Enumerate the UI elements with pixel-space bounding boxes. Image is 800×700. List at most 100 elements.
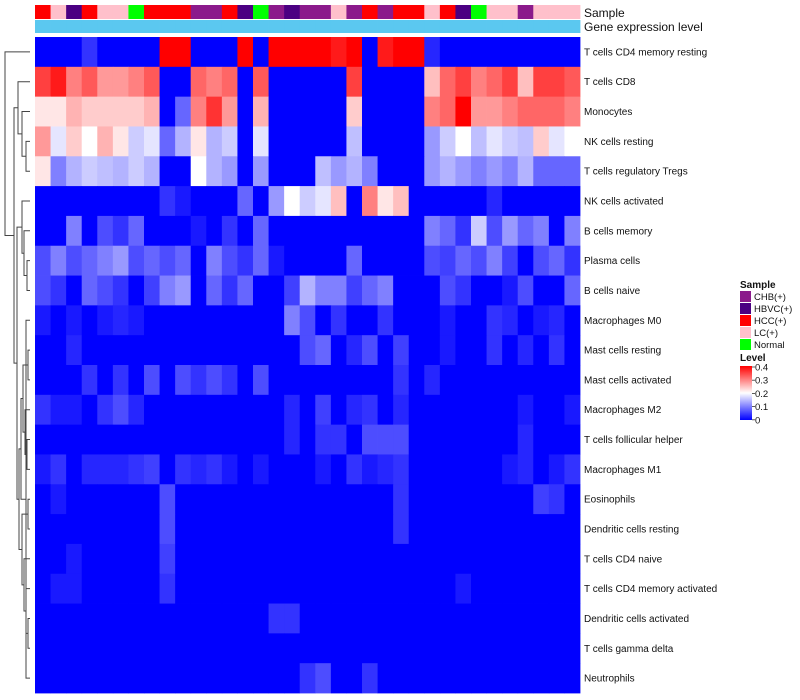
heatmap-cell <box>315 126 332 157</box>
heatmap-cell <box>455 275 472 306</box>
heatmap-cell <box>471 245 487 276</box>
heatmap-cell <box>471 484 487 515</box>
heatmap-cell <box>35 543 51 575</box>
heatmap-cell <box>362 37 378 68</box>
heatmap-cell <box>175 573 192 604</box>
expression-track-cell <box>237 20 254 33</box>
heatmap-cell <box>315 514 332 545</box>
heatmap-cell <box>50 305 67 336</box>
heatmap-cell <box>486 365 503 396</box>
heatmap-cell <box>206 245 223 276</box>
heatmap-cell <box>284 484 301 515</box>
heatmap-cell <box>377 275 394 306</box>
heatmap-cell <box>128 305 145 336</box>
heatmap-cell <box>315 365 332 396</box>
sample-track-cell <box>35 5 51 19</box>
heatmap-cell <box>548 305 565 336</box>
expression-track-cell <box>253 20 269 33</box>
heatmap-cell <box>315 245 332 276</box>
heatmap-cell <box>81 573 98 604</box>
heatmap-cell <box>97 186 114 217</box>
heatmap-cell <box>362 305 378 336</box>
heatmap-cell <box>362 663 378 694</box>
heatmap-cell <box>284 156 301 187</box>
heatmap-cell <box>237 484 254 515</box>
heatmap-cell <box>439 484 456 515</box>
heatmap-cell <box>190 573 207 604</box>
heatmap-cell <box>346 245 363 276</box>
expression-track-cell <box>393 20 410 33</box>
heatmap-cell <box>315 275 332 306</box>
heatmap-cell <box>299 275 316 306</box>
sample-annotation-track <box>35 5 581 19</box>
heatmap-cell <box>424 454 441 485</box>
heatmap-cell <box>50 543 67 575</box>
heatmap-cell <box>471 365 487 396</box>
heatmap-cell <box>439 514 456 545</box>
expression-track-title: Gene expression level <box>584 20 703 34</box>
heatmap-cell <box>517 424 534 455</box>
row-label: Macrophages M1 <box>584 465 662 476</box>
heatmap-cell <box>268 156 285 187</box>
heatmap-cell <box>128 156 145 187</box>
heatmap-cell <box>517 365 534 396</box>
heatmap-cell <box>548 514 565 545</box>
heatmap-cell <box>221 484 238 515</box>
heatmap-cell <box>517 66 534 98</box>
heatmap-cell <box>393 484 410 515</box>
heatmap-cell <box>144 126 160 157</box>
heatmap-cell <box>268 484 285 515</box>
heatmap-cell <box>533 156 550 187</box>
heatmap-cell <box>377 514 394 545</box>
heatmap-cell <box>346 484 363 515</box>
heatmap-cell <box>66 335 83 366</box>
heatmap-cell <box>517 394 534 426</box>
heatmap-cell <box>346 335 363 366</box>
heatmap-cell <box>439 66 456 98</box>
heatmap-cell <box>159 186 176 217</box>
row-label: T cells follicular helper <box>584 435 683 446</box>
heatmap-cell <box>128 126 145 157</box>
heatmap-cell <box>159 663 176 694</box>
heatmap-cell <box>190 394 207 426</box>
heatmap-cell <box>502 335 519 366</box>
expression-track-cell <box>564 20 581 33</box>
heatmap-cell <box>424 37 441 68</box>
heatmap-cell <box>253 186 269 217</box>
heatmap-cell <box>35 37 51 68</box>
heatmap-cell <box>50 365 67 396</box>
heatmap-cell <box>346 186 363 217</box>
heatmap-cell <box>502 96 519 127</box>
heatmap-cell <box>424 305 441 336</box>
heatmap-cell <box>284 663 301 694</box>
expression-annotation-track <box>35 20 581 33</box>
row-label: T cells CD4 memory activated <box>584 584 717 595</box>
heatmap-cell <box>486 126 503 157</box>
sample-track-cell <box>144 5 160 19</box>
heatmap-cell <box>486 484 503 515</box>
heatmap-cell <box>66 37 83 68</box>
heatmap-cell <box>144 365 160 396</box>
heatmap-cell <box>455 484 472 515</box>
expression-track-cell <box>268 20 285 33</box>
heatmap-cell <box>362 275 378 306</box>
heatmap-cell <box>50 156 67 187</box>
heatmap-cell <box>97 633 114 664</box>
heatmap-cell <box>253 424 269 455</box>
sample-track-cell <box>159 5 176 19</box>
heatmap-cell <box>112 66 129 98</box>
heatmap-cell <box>455 514 472 545</box>
heatmap-cell <box>190 454 207 485</box>
heatmap-cell <box>159 245 176 276</box>
heatmap-cell <box>253 156 269 187</box>
heatmap-cell <box>564 66 581 98</box>
heatmap-cell <box>330 96 347 127</box>
heatmap-cell <box>346 573 363 604</box>
heatmap-cell <box>144 543 160 575</box>
heatmap-cell <box>268 66 285 98</box>
heatmap-cell <box>190 37 207 68</box>
heatmap-cell <box>330 66 347 98</box>
heatmap-cell <box>66 603 83 634</box>
expression-track-cell <box>315 20 332 33</box>
heatmap-cell <box>471 514 487 545</box>
